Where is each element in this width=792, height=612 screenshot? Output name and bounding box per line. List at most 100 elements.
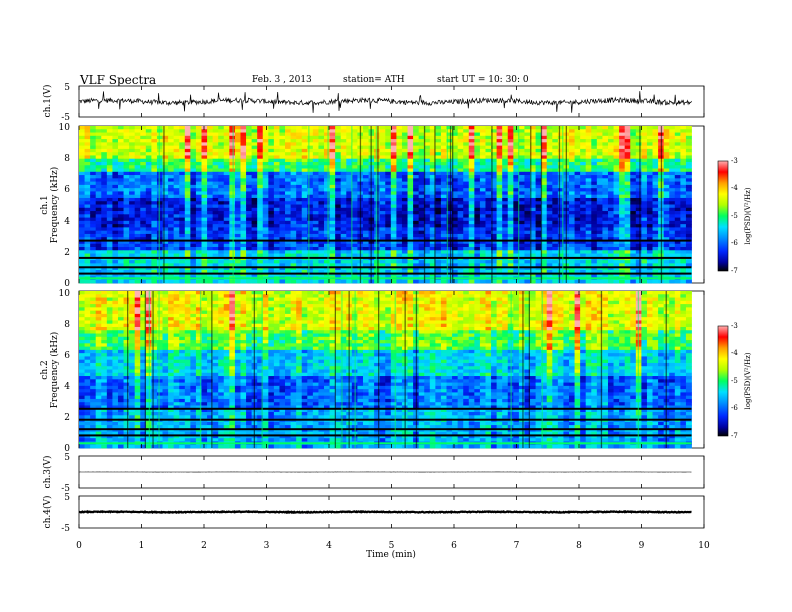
spec1-cell bbox=[596, 201, 603, 205]
spec1-cell bbox=[635, 240, 642, 245]
spec1-cell bbox=[335, 204, 342, 209]
spec1-cell bbox=[546, 214, 553, 218]
spec1-cell bbox=[569, 197, 575, 202]
spec1-cell bbox=[613, 142, 620, 147]
spec1-cell bbox=[557, 178, 564, 182]
spec1-cell bbox=[507, 207, 514, 212]
spec1-cell bbox=[257, 194, 264, 199]
spec1-cell bbox=[101, 178, 108, 182]
spec1-cell bbox=[574, 240, 581, 245]
spec1-cell bbox=[413, 220, 420, 225]
spec1-cell bbox=[535, 155, 542, 160]
spec1-cell bbox=[663, 184, 670, 189]
spec1-cell bbox=[212, 243, 219, 248]
spec1-cell bbox=[335, 184, 342, 189]
spec1-cell bbox=[123, 217, 130, 222]
spec1-cell bbox=[463, 155, 470, 160]
spec1-cell bbox=[285, 165, 291, 169]
spec1-cell bbox=[312, 263, 319, 268]
spec1-cell bbox=[207, 230, 214, 235]
spec1-cell bbox=[463, 220, 470, 225]
spec1-cell bbox=[440, 178, 447, 182]
spec1-cell bbox=[184, 126, 191, 130]
spec1-cell bbox=[452, 168, 459, 173]
spec1-cell bbox=[535, 135, 542, 140]
spec1-cell bbox=[279, 129, 286, 133]
spec1-cell bbox=[435, 184, 442, 189]
spec1-cell bbox=[184, 263, 191, 268]
spec1-cell bbox=[574, 158, 581, 163]
spec1-cell bbox=[374, 152, 381, 156]
spec1-cell bbox=[168, 227, 175, 232]
spec1-cell bbox=[685, 181, 692, 186]
spec1-cell bbox=[485, 211, 492, 215]
spec1-cell bbox=[518, 175, 525, 179]
spec1-cell bbox=[290, 217, 297, 222]
spec1-cell bbox=[580, 201, 587, 205]
spec1-cell bbox=[440, 230, 447, 235]
spec1-cell bbox=[390, 201, 397, 205]
spec1-cell bbox=[574, 129, 581, 133]
spec1-cell bbox=[401, 224, 408, 228]
spec1-cell bbox=[112, 184, 119, 189]
spec1-cell bbox=[457, 139, 464, 143]
spec1-cell bbox=[257, 201, 264, 205]
spec1-cell bbox=[123, 126, 130, 130]
spec1-cell bbox=[346, 266, 353, 271]
spec1-cell bbox=[507, 139, 514, 143]
spec1-cell bbox=[140, 155, 147, 160]
spec1-cell bbox=[541, 155, 548, 160]
spec1-cell bbox=[312, 227, 319, 232]
spec1-cell bbox=[663, 165, 670, 169]
spec1-cell bbox=[134, 181, 141, 186]
spec1-cell bbox=[207, 161, 214, 166]
spec1-cell bbox=[585, 227, 592, 232]
spec1-cell bbox=[290, 181, 297, 186]
spec1-cell bbox=[190, 194, 197, 199]
spec1-cell bbox=[591, 269, 598, 274]
spec1-cell bbox=[335, 266, 342, 271]
date-label: Feb. 3 , 2013 bbox=[252, 75, 312, 85]
spec1-cell bbox=[218, 158, 225, 163]
spec1-cell bbox=[607, 191, 614, 196]
spec1-cell bbox=[385, 233, 392, 238]
spec1-cell bbox=[246, 240, 253, 245]
spec1-cell bbox=[541, 227, 548, 232]
spec1-cell bbox=[207, 253, 214, 258]
spec1-cell bbox=[624, 178, 631, 182]
spec1-cell bbox=[246, 217, 253, 222]
spec1-cell bbox=[145, 175, 152, 179]
spec1-cell bbox=[630, 178, 637, 182]
spec1-cell bbox=[179, 194, 186, 199]
spec1-cell bbox=[279, 243, 286, 248]
spec1-cell bbox=[162, 197, 169, 202]
spec1-cell bbox=[379, 214, 386, 218]
spec1-cell bbox=[324, 165, 330, 169]
spec1-cell bbox=[90, 207, 97, 212]
spec1-cell bbox=[223, 263, 230, 268]
spec1-cell bbox=[424, 204, 431, 209]
spec1-cell bbox=[212, 217, 219, 222]
spec1-cell bbox=[223, 201, 230, 205]
spec1-cell bbox=[340, 188, 347, 192]
spec1-cell bbox=[201, 227, 208, 232]
spec1-cell bbox=[518, 184, 525, 189]
spec1-cell bbox=[79, 207, 85, 212]
spec1-cell bbox=[218, 220, 225, 225]
spec1-cell bbox=[602, 148, 609, 153]
spec1-cell bbox=[207, 240, 214, 245]
spec1-cell bbox=[613, 171, 620, 176]
spec1-cell bbox=[635, 191, 642, 196]
spec1-cell bbox=[134, 224, 141, 228]
spec1-cell bbox=[318, 243, 325, 248]
spec1-cell bbox=[262, 260, 269, 264]
spec1-cell bbox=[234, 161, 241, 166]
spec1-cell bbox=[396, 165, 403, 169]
spec1-cell bbox=[513, 194, 520, 199]
spec1-cell bbox=[101, 155, 108, 160]
spec1-cell bbox=[162, 191, 169, 196]
spec1-cell bbox=[440, 211, 447, 215]
spec1-cell bbox=[452, 175, 459, 179]
spec1-cell bbox=[301, 263, 308, 268]
spec1-cell bbox=[362, 253, 369, 258]
